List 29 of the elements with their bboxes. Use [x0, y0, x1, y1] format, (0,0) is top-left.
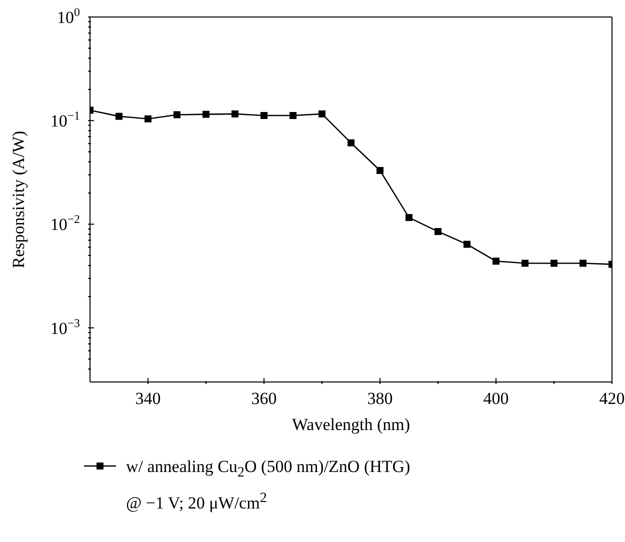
point: [376, 166, 384, 174]
point: [406, 214, 412, 222]
y-tick-label: 10$^{−1}$: [50, 108, 80, 131]
point: [492, 258, 500, 265]
x-axis-title: Wavelength (nm): [292, 415, 410, 434]
point: [522, 260, 528, 267]
point: [290, 112, 296, 120]
point: [232, 110, 238, 118]
y-axis-title: Responsivity (A/W): [9, 130, 28, 268]
point: [260, 112, 268, 120]
x-tick-label: 420: [599, 389, 625, 408]
point: [434, 228, 442, 236]
x-tick-label: 360: [251, 389, 277, 408]
point: [348, 139, 354, 146]
x-tick-label: 400: [483, 389, 509, 408]
point: [550, 260, 558, 267]
point: [202, 110, 210, 118]
x-tick-label: 340: [135, 389, 161, 408]
point: [174, 111, 180, 118]
y-tick-label: 10$^{−3}$: [50, 316, 80, 338]
point: [144, 115, 152, 122]
point: [318, 110, 326, 118]
y-tick-label: 10$^{0}$: [57, 5, 80, 27]
point: [580, 260, 586, 267]
legend-label: w/ annealing Cu$_{2}$O (500 nm)/ZnO (HTG) @ −1 V; 20 μW/cm$^{2}$: [126, 456, 410, 516]
point: [464, 240, 470, 248]
y-tick-label: 10$^{−2}$: [50, 212, 80, 234]
x-tick-label: 380: [367, 389, 393, 408]
point: [116, 112, 122, 120]
